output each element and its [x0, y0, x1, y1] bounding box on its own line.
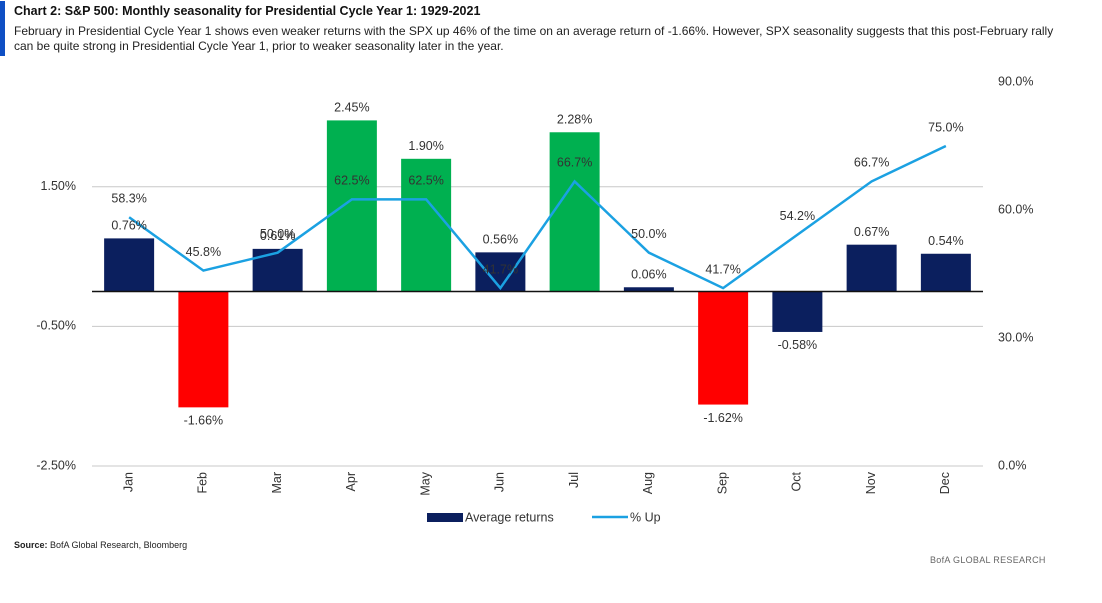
- y2-tick-label: 60.0%: [998, 202, 1033, 216]
- y-tick-label: -0.50%: [36, 319, 76, 333]
- bar: [846, 244, 897, 292]
- data-label: 0.67%: [854, 225, 889, 239]
- y2-tick-label: 0.0%: [998, 458, 1027, 472]
- bar: [623, 287, 674, 292]
- x-tick-label: Feb: [196, 472, 210, 494]
- y-tick-label: 1.50%: [41, 179, 76, 193]
- x-tick-label: Jul: [567, 472, 581, 488]
- x-tick-label: Sep: [715, 472, 729, 494]
- data-label: 62.5%: [408, 174, 443, 188]
- line: [128, 144, 947, 291]
- bar: [326, 120, 377, 292]
- footer: BofA GLOBAL RESEARCH: [930, 555, 1046, 565]
- data-label: 41.7%: [483, 262, 518, 276]
- chart-title: Chart 2: S&P 500: Monthly seasonality fo…: [14, 4, 481, 18]
- data-label: -1.66%: [184, 414, 224, 428]
- data-label: 0.61%: [260, 229, 295, 243]
- x-tick-label: Mar: [270, 472, 284, 494]
- legend-label: % Up: [630, 510, 661, 524]
- bar: [772, 291, 823, 332]
- source-label: Source:: [14, 540, 48, 550]
- x-tick-label: Nov: [864, 471, 878, 494]
- chart-subtitle: February in Presidential Cycle Year 1 sh…: [14, 24, 1054, 53]
- data-label: 66.7%: [557, 156, 592, 170]
- x-tick-label: Oct: [790, 471, 804, 491]
- data-label: 0.54%: [928, 234, 963, 248]
- data-label: 75.0%: [928, 120, 963, 134]
- x-tick-label: Aug: [641, 472, 655, 494]
- data-label: 0.56%: [483, 233, 518, 247]
- y-tick-label: -2.50%: [36, 458, 76, 472]
- x-tick-label: Apr: [344, 472, 358, 491]
- data-label: 58.3%: [111, 192, 146, 206]
- legend-label: Average returns: [465, 510, 554, 524]
- x-tick-label: Dec: [938, 472, 952, 494]
- bar: [698, 291, 749, 405]
- bar: [401, 158, 452, 292]
- y2-tick-label: 30.0%: [998, 330, 1033, 344]
- data-label: 41.7%: [705, 262, 740, 276]
- data-label: 50.0%: [260, 227, 295, 241]
- data-label: 66.7%: [854, 156, 889, 170]
- bar: [475, 252, 526, 292]
- data-label: -1.62%: [703, 411, 743, 425]
- data-label: 50.0%: [631, 227, 666, 241]
- bar: [104, 238, 155, 292]
- data-label: 2.28%: [557, 113, 592, 127]
- bar: [178, 291, 229, 408]
- data-label: 2.45%: [334, 101, 369, 115]
- source: Source: BofA Global Research, Bloomberg: [14, 540, 187, 550]
- y2-tick-label: 90.0%: [998, 74, 1033, 88]
- data-label: 0.76%: [111, 219, 146, 233]
- data-label: 45.8%: [186, 245, 221, 259]
- x-tick-label: May: [418, 471, 432, 495]
- x-tick-label: Jan: [121, 472, 135, 492]
- data-label: -0.58%: [778, 338, 818, 352]
- data-label: 54.2%: [780, 209, 815, 223]
- bar: [920, 253, 971, 292]
- data-label: 0.06%: [631, 268, 666, 282]
- source-text: BofA Global Research, Bloomberg: [50, 540, 188, 550]
- bar: [252, 248, 303, 292]
- bar: [549, 132, 600, 292]
- title-marker: [0, 1, 5, 56]
- data-label: 1.90%: [408, 139, 443, 153]
- legend-swatch: [427, 513, 463, 522]
- data-label: 62.5%: [334, 174, 369, 188]
- x-tick-label: Jun: [493, 472, 507, 492]
